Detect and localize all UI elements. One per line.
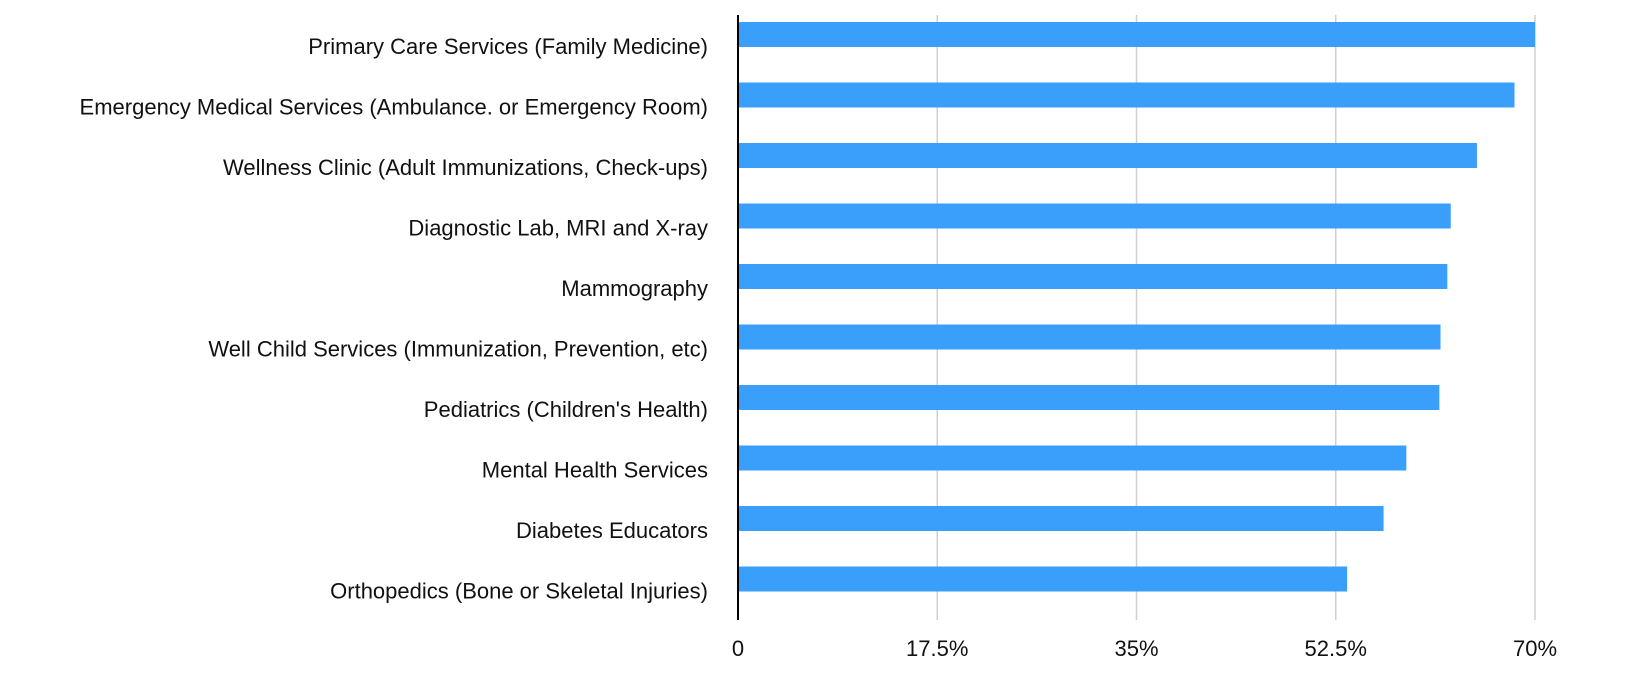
y-tick-label: Diabetes Educators: [516, 518, 708, 543]
bar: [738, 506, 1384, 531]
y-tick-label: Mammography: [561, 276, 708, 301]
y-tick-label: Mental Health Services: [482, 457, 708, 482]
y-tick-label: Orthopedics (Bone or Skeletal Injuries): [330, 578, 708, 603]
x-tick-label: 17.5%: [906, 636, 968, 661]
x-tick-label: 52.5%: [1305, 636, 1367, 661]
y-tick-label: Wellness Clinic (Adult Immunizations, Ch…: [223, 155, 708, 180]
bar: [738, 264, 1448, 289]
bar: [738, 445, 1407, 471]
x-tick-label: 0: [732, 636, 744, 661]
bar: [738, 203, 1451, 229]
y-tick-label: Well Child Services (Immunization, Preve…: [208, 336, 708, 361]
x-tick-label: 35%: [1114, 636, 1158, 661]
y-tick-label: Pediatrics (Children's Health): [424, 397, 708, 422]
bar: [738, 22, 1535, 47]
bar: [738, 82, 1515, 108]
y-tick-label: Emergency Medical Services (Ambulance. o…: [80, 94, 708, 119]
bar: [738, 566, 1348, 592]
bar: [738, 324, 1441, 350]
y-tick-label: Diagnostic Lab, MRI and X-ray: [408, 215, 708, 240]
x-tick-label: 70%: [1513, 636, 1557, 661]
bar: [738, 143, 1477, 168]
bar: [738, 385, 1440, 410]
y-tick-label: Primary Care Services (Family Medicine): [308, 34, 708, 59]
